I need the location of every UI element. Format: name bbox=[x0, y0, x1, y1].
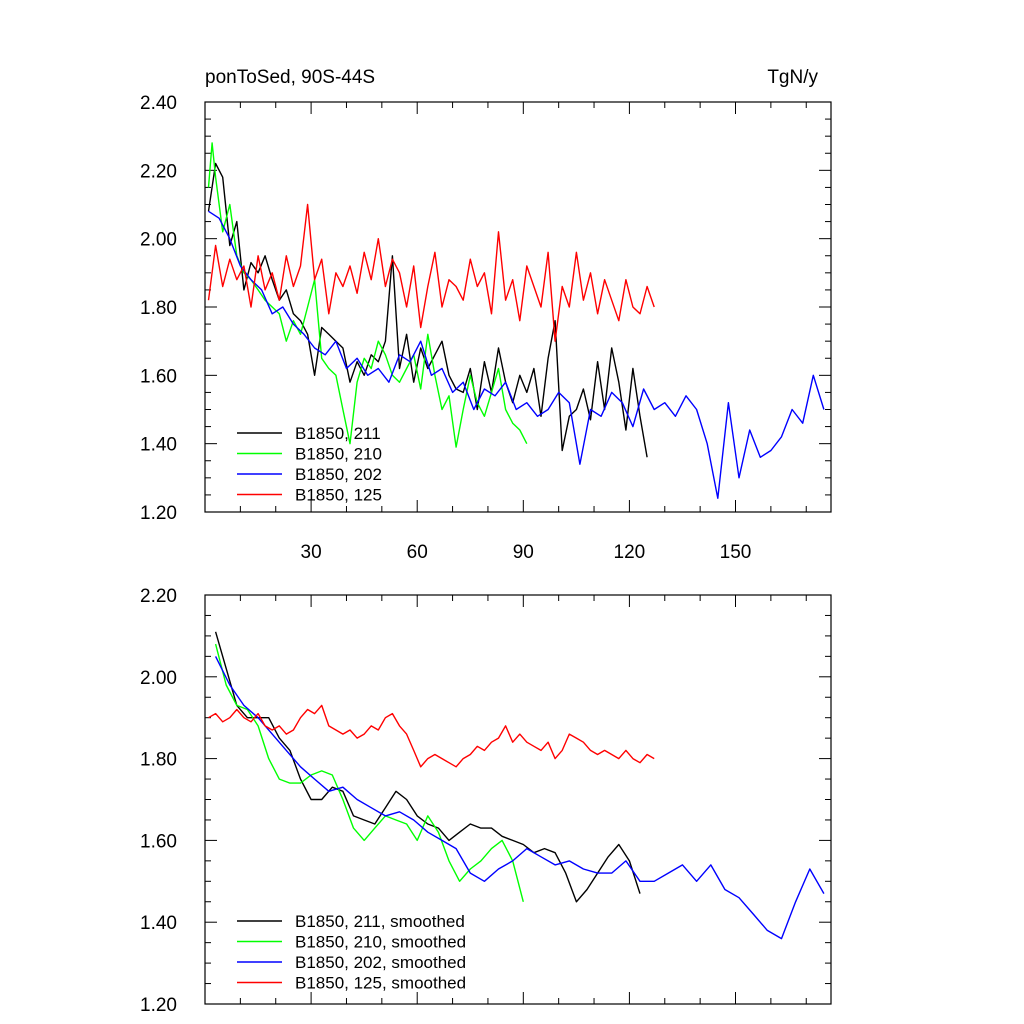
bottom-plot: 1.20 1.40 1.60 1.80 2.00 2.20 B1850, 211, smoo… bbox=[140, 586, 832, 1016]
x-tick-label: 30 bbox=[301, 542, 322, 563]
y-tick-label: 2.20 bbox=[140, 161, 177, 182]
y-tick-label: 1.20 bbox=[140, 503, 177, 524]
legend-label-b1850-125-smoothed: B1850, 125, smoothed bbox=[295, 974, 466, 993]
series-line-b1850-202 bbox=[208, 210, 825, 499]
legend-label-b1850-202: B1850, 202 bbox=[295, 465, 382, 484]
top-chart-units: TgN/y bbox=[767, 67, 818, 88]
series-line-b1850-211 bbox=[207, 162, 648, 458]
legend-label-b1850-210-smoothed: B1850, 210, smoothed bbox=[295, 933, 466, 952]
plot-frame bbox=[204, 101, 832, 513]
series-line-b1850-125-smoothed bbox=[208, 704, 655, 768]
series-line-b1850-125 bbox=[207, 203, 655, 342]
top-chart-title: ponToSed, 90S-44S bbox=[205, 67, 375, 88]
legend-label-b1850-125: B1850, 125 bbox=[295, 486, 382, 505]
series-line-b1850-210-smoothed bbox=[214, 643, 524, 902]
y-tick-label: 1.40 bbox=[140, 435, 177, 456]
y-tick-label: 1.80 bbox=[140, 750, 177, 771]
y-tick-label: 2.00 bbox=[140, 230, 177, 251]
x-tick-label: 120 bbox=[614, 542, 646, 563]
legend-label-b1850-211: B1850, 211 bbox=[295, 424, 381, 443]
y-tick-label: 2.20 bbox=[140, 586, 177, 607]
x-tick-label: 150 bbox=[720, 542, 752, 563]
plot-frame bbox=[204, 594, 832, 1005]
y-tick-label: 1.40 bbox=[140, 913, 177, 934]
series-line-b1850-210 bbox=[207, 142, 528, 448]
y-tick-label: 1.60 bbox=[140, 366, 177, 387]
x-tick-label: 60 bbox=[407, 542, 428, 563]
series-line-b1850-211-smoothed bbox=[214, 631, 641, 903]
x-tick-label: 90 bbox=[513, 542, 534, 563]
legend-label-b1850-210: B1850, 210 bbox=[295, 445, 382, 464]
y-tick-label: 2.40 bbox=[140, 93, 177, 114]
legend-label-b1850-202-smoothed: B1850, 202, smoothed bbox=[295, 953, 466, 972]
y-tick-label: 2.00 bbox=[140, 668, 177, 689]
y-tick-label: 1.20 bbox=[140, 995, 177, 1016]
legend-label-b1850-211-smoothed: B1850, 211, smoothed bbox=[295, 912, 465, 931]
y-tick-label: 1.80 bbox=[140, 298, 177, 319]
series-line-b1850-202-smoothed bbox=[214, 656, 825, 940]
y-tick-label: 1.60 bbox=[140, 831, 177, 852]
top-plot: 1.20 1.40 1.60 1.80 2.00 2.20 2.40 30 60 90 120 150… bbox=[140, 93, 832, 563]
